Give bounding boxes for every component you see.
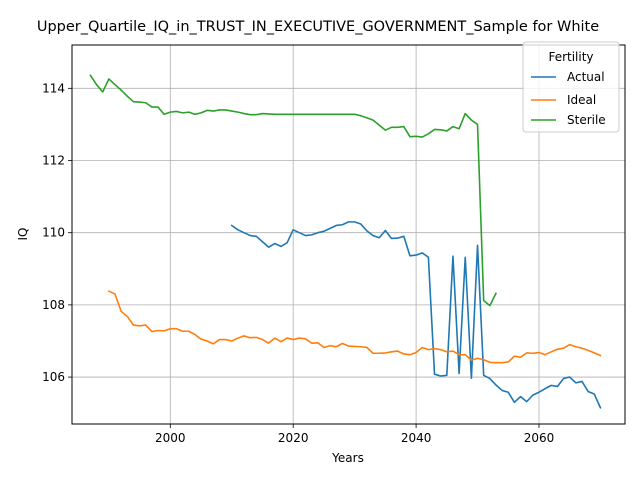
- axis-ticks: 2000 2020 2040 2060 106 108 110 112 114: [42, 81, 554, 445]
- y-tick-label: 112: [42, 154, 65, 168]
- legend-box: [522, 41, 620, 133]
- x-tick-label: 2020: [278, 431, 309, 445]
- y-axis-label: IQ: [16, 228, 30, 241]
- y-tick-label: 114: [42, 81, 65, 95]
- series-lines: [89, 74, 602, 409]
- y-tick-label: 106: [42, 370, 65, 384]
- x-tick-label: 2000: [155, 431, 186, 445]
- legend-label-actual: Actual: [567, 70, 605, 84]
- series-line-actual: [230, 221, 602, 409]
- series-line-sterile: [89, 74, 498, 307]
- y-tick-label: 110: [42, 226, 65, 240]
- x-tick-label: 2040: [401, 431, 432, 445]
- chart-title: Upper_Quartile_IQ_in_TRUST_IN_EXECUTIVE_…: [37, 19, 599, 35]
- x-axis-label: Years: [331, 451, 364, 465]
- plot-area-frame: [71, 44, 626, 425]
- y-tick-label: 108: [42, 298, 65, 312]
- x-tick-label: 2060: [524, 431, 555, 445]
- legend: Fertility Actual Ideal Sterile: [522, 41, 620, 133]
- legend-label-ideal: Ideal: [567, 93, 596, 107]
- series-line-ideal: [107, 290, 602, 364]
- legend-label-sterile: Sterile: [567, 113, 606, 127]
- legend-title: Fertility: [548, 50, 593, 64]
